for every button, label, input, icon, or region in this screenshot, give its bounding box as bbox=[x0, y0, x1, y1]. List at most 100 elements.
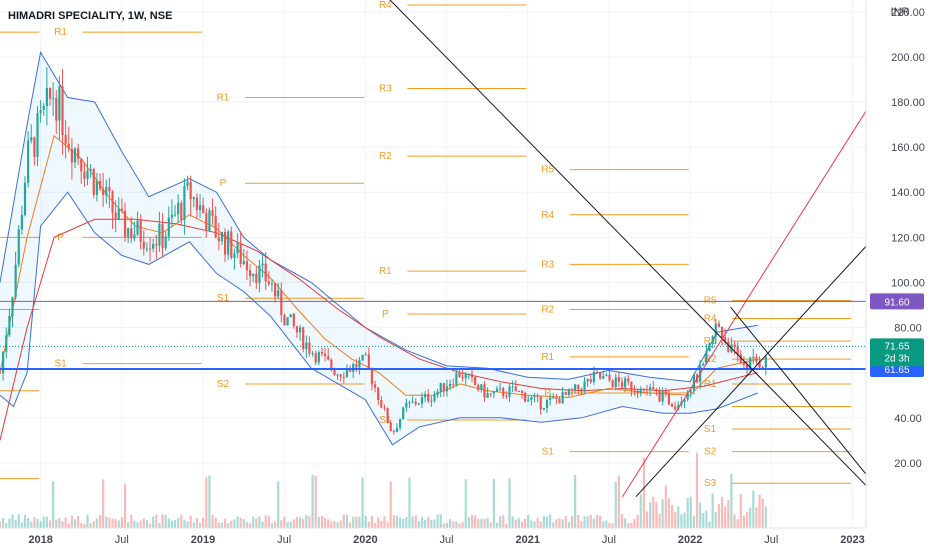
candle-body bbox=[305, 342, 308, 350]
volume-bar bbox=[164, 514, 167, 528]
volume-bar bbox=[398, 517, 402, 528]
volume-bar bbox=[617, 475, 620, 528]
volume-bar bbox=[420, 517, 424, 528]
volume-bar bbox=[377, 517, 380, 528]
volume-bar bbox=[736, 519, 739, 528]
candle-body bbox=[392, 431, 395, 433]
countdown-text: 2d 3h bbox=[884, 353, 909, 364]
candle-body bbox=[220, 231, 224, 242]
pivot-level-label: S1 bbox=[542, 447, 555, 458]
pivot-level-label: P bbox=[544, 388, 551, 399]
candle-body bbox=[5, 335, 8, 352]
volume-bar bbox=[580, 521, 583, 528]
candle-body bbox=[411, 401, 414, 403]
candle-body bbox=[136, 220, 139, 235]
volume-bar bbox=[208, 475, 211, 528]
candle-body bbox=[602, 376, 605, 379]
candle-body bbox=[620, 381, 624, 388]
volume-bar bbox=[367, 521, 370, 528]
candle-body bbox=[539, 396, 542, 410]
volume-bar bbox=[180, 514, 183, 528]
candle-body bbox=[27, 140, 30, 183]
candle-body bbox=[524, 392, 527, 402]
pivot-level-label: S1 bbox=[217, 293, 230, 304]
candle-body bbox=[148, 248, 152, 250]
volume-bar bbox=[92, 520, 95, 528]
volume-bar bbox=[717, 504, 721, 528]
volume-bar bbox=[611, 523, 614, 528]
candle-body bbox=[283, 314, 286, 326]
candle-body bbox=[245, 261, 249, 271]
candle-body bbox=[89, 168, 92, 171]
candle-body bbox=[533, 395, 536, 398]
pivot-level-label: R3 bbox=[704, 336, 717, 347]
volume-bar bbox=[120, 517, 123, 528]
candle-body bbox=[230, 231, 233, 258]
x-tick-label: Jul bbox=[602, 534, 616, 546]
candle-body bbox=[674, 406, 677, 410]
candle-body bbox=[558, 398, 561, 404]
candle-body bbox=[86, 170, 89, 179]
volume-bar bbox=[152, 516, 155, 528]
candle-body bbox=[742, 362, 746, 365]
volume-bar bbox=[333, 521, 336, 528]
volume-bar bbox=[289, 521, 292, 528]
candle-body bbox=[289, 314, 292, 318]
volume-bar bbox=[286, 522, 289, 528]
candle-body bbox=[430, 400, 433, 402]
volume-bar bbox=[389, 481, 392, 528]
volume-bar bbox=[252, 516, 255, 528]
pivot-level-label: R1 bbox=[379, 266, 392, 277]
volume-bar bbox=[442, 523, 445, 528]
pivot-level-label: P bbox=[382, 309, 389, 320]
candle-body bbox=[445, 386, 449, 392]
candle-body bbox=[514, 386, 517, 392]
volume-bar bbox=[558, 518, 561, 528]
volume-bar bbox=[55, 519, 58, 528]
candle-body bbox=[642, 388, 645, 390]
candle-body bbox=[183, 185, 186, 220]
volume-bar bbox=[549, 514, 552, 528]
candle-body bbox=[433, 394, 436, 401]
pivot-level-label: S2 bbox=[217, 379, 230, 390]
pivot-level-label: R5 bbox=[541, 165, 554, 176]
candle-body bbox=[383, 407, 386, 409]
volume-bar bbox=[727, 500, 730, 528]
volume-bar bbox=[383, 516, 386, 528]
candle-body bbox=[117, 208, 120, 220]
volume-bar bbox=[552, 522, 555, 528]
volume-bar bbox=[452, 521, 455, 528]
volume-bar bbox=[11, 514, 14, 528]
pivot-level-label: P bbox=[57, 232, 64, 243]
volume-bar bbox=[108, 517, 111, 528]
volume-bar bbox=[536, 518, 539, 528]
volume-bar bbox=[699, 502, 702, 528]
volume-bar bbox=[327, 519, 330, 528]
candle-body bbox=[192, 197, 195, 200]
candle-body bbox=[317, 352, 320, 363]
candle-body bbox=[545, 400, 549, 409]
candle-body bbox=[474, 377, 477, 385]
volume-bar bbox=[677, 506, 680, 528]
volume-bar bbox=[492, 479, 495, 528]
candle-body bbox=[342, 376, 345, 378]
volume-bar bbox=[511, 516, 514, 528]
volume-bar bbox=[683, 512, 686, 528]
volume-bar bbox=[130, 514, 133, 528]
volume-bar bbox=[692, 516, 696, 528]
candle-body bbox=[677, 404, 680, 410]
volume-bar bbox=[649, 502, 652, 528]
y-tick-label: 220.00 bbox=[891, 7, 925, 19]
candle-body bbox=[180, 202, 183, 220]
volume-bar bbox=[305, 515, 308, 528]
volume-bar bbox=[342, 514, 345, 528]
pivot-level-label: R2 bbox=[541, 305, 554, 316]
volume-bar bbox=[592, 518, 595, 528]
candle-body bbox=[449, 383, 452, 387]
y-tick-label: 80.00 bbox=[894, 323, 922, 335]
pivot-level-label: R4 bbox=[541, 210, 554, 221]
volume-bar bbox=[674, 512, 677, 528]
